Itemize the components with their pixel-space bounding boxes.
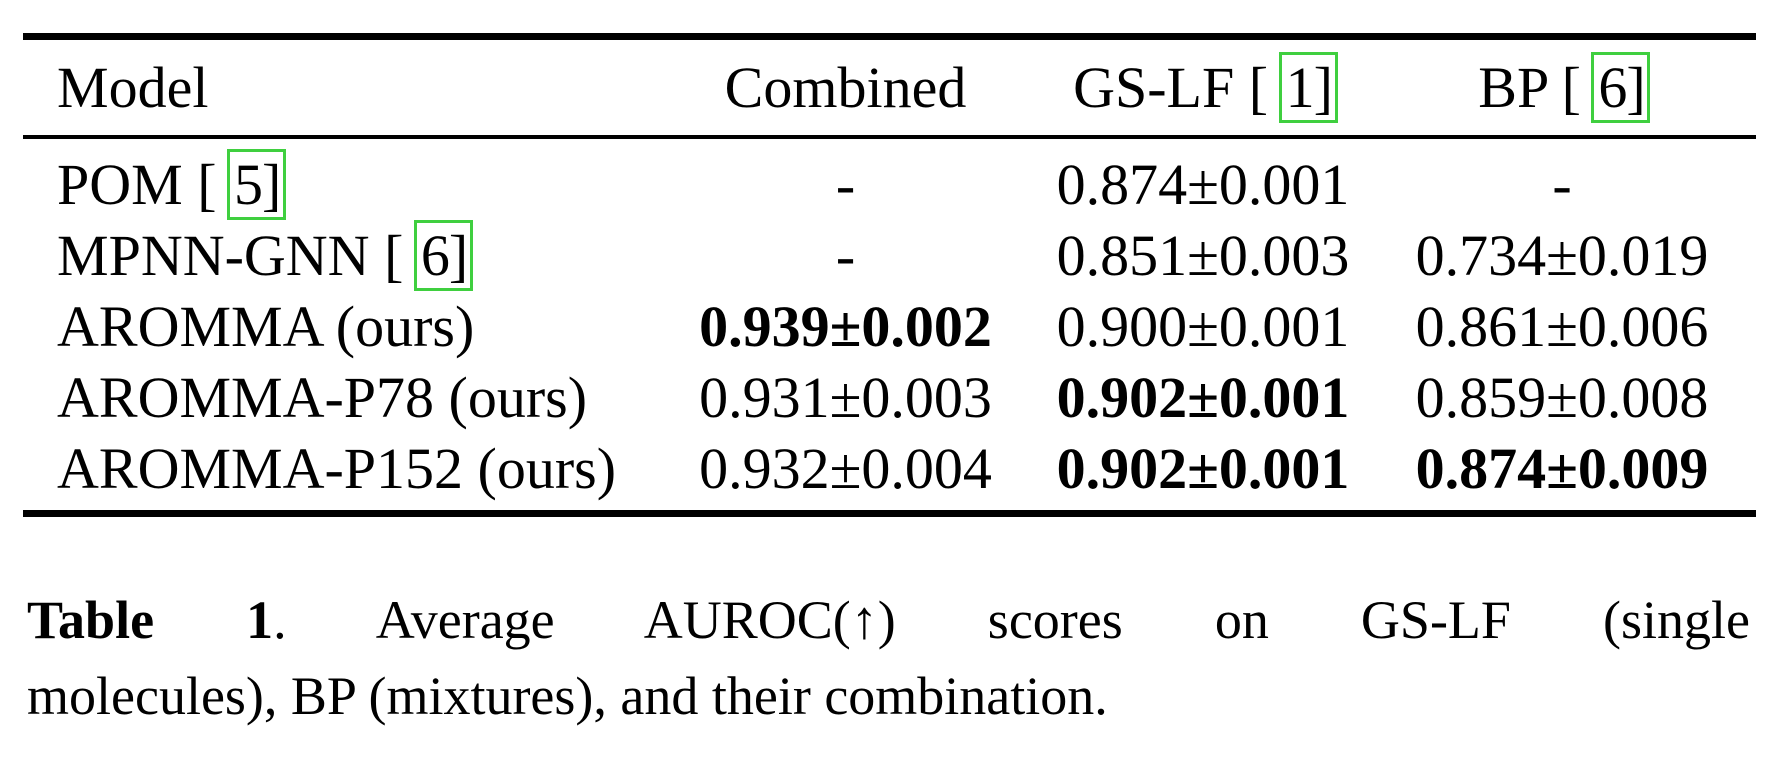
- results-table: Model Combined GS-LF 1 BP 6 POM: [23, 33, 1756, 517]
- table-row-aromma-p78: AROMMA-P78 (ours) 0.931±0.003 0.902±0.00…: [23, 362, 1756, 433]
- combined-cell: -: [835, 152, 856, 217]
- caption-label: Table 1: [27, 590, 274, 650]
- gslf-cell: 0.902±0.001: [1056, 436, 1350, 501]
- bp-cell: 0.874±0.009: [1415, 436, 1709, 501]
- caption-text-line1: . Average AUROC(↑) scores on GS-LF (sing…: [273, 590, 1750, 650]
- gslf-cell: 0.900±0.001: [1056, 294, 1350, 359]
- citation-gslf: 1: [1249, 52, 1338, 123]
- table-caption: Table 1. Average AUROC(↑) scores on GS-L…: [27, 582, 1750, 734]
- model-cell: POM 5: [23, 137, 653, 220]
- citation-link-5[interactable]: 5: [227, 149, 287, 220]
- citation-link-6[interactable]: 6: [1591, 52, 1651, 123]
- bp-cell: 0.859±0.008: [1415, 365, 1709, 430]
- combined-cell: -: [835, 223, 856, 288]
- table-row-pom: POM 5 - 0.874±0.001 -: [23, 137, 1756, 220]
- gslf-cell: 0.851±0.003: [1056, 223, 1350, 288]
- caption-line-1: Table 1. Average AUROC(↑) scores on GS-L…: [27, 582, 1750, 658]
- model-cell: AROMMA (ours): [57, 294, 475, 359]
- combined-cell: 0.931±0.003: [699, 365, 992, 430]
- citation-link-1[interactable]: 1: [1278, 52, 1338, 123]
- table-header-row: Model Combined GS-LF 1 BP 6: [23, 36, 1756, 139]
- bp-cell: -: [1552, 152, 1572, 217]
- column-header-gslf: GS-LF 1: [1038, 36, 1368, 139]
- column-header-model: Model: [23, 36, 653, 139]
- combined-cell: 0.939±0.002: [699, 294, 992, 359]
- caption-line-2: molecules), BP (mixtures), and their com…: [27, 666, 1108, 726]
- model-cell: AROMMA-P152 (ours): [57, 436, 617, 501]
- combined-cell: 0.932±0.004: [699, 436, 992, 501]
- gslf-cell: 0.874±0.001: [1056, 152, 1350, 217]
- citation-link-6[interactable]: 6: [413, 220, 473, 291]
- citation-mpnn: 6: [384, 220, 473, 291]
- bp-cell: 0.734±0.019: [1415, 223, 1709, 288]
- bp-cell: 0.861±0.006: [1415, 294, 1709, 359]
- table-row-aromma-p152: AROMMA-P152 (ours) 0.932±0.004 0.902±0.0…: [23, 433, 1756, 514]
- gslf-cell: 0.902±0.001: [1056, 365, 1350, 430]
- table-row-mpnn-gnn: MPNN-GNN 6 - 0.851±0.003 0.734±0.019: [23, 220, 1756, 291]
- citation-bp: 6: [1562, 52, 1651, 123]
- column-header-bp: BP 6: [1368, 36, 1756, 139]
- citation-pom: 5: [197, 149, 287, 220]
- column-header-combined: Combined: [653, 36, 1038, 139]
- table-row-aromma: AROMMA (ours) 0.939±0.002 0.900±0.001 0.…: [23, 291, 1756, 362]
- model-cell: MPNN-GNN 6: [23, 220, 653, 291]
- results-table-container: Model Combined GS-LF 1 BP 6 POM: [23, 33, 1756, 517]
- model-cell: AROMMA-P78 (ours): [57, 365, 588, 430]
